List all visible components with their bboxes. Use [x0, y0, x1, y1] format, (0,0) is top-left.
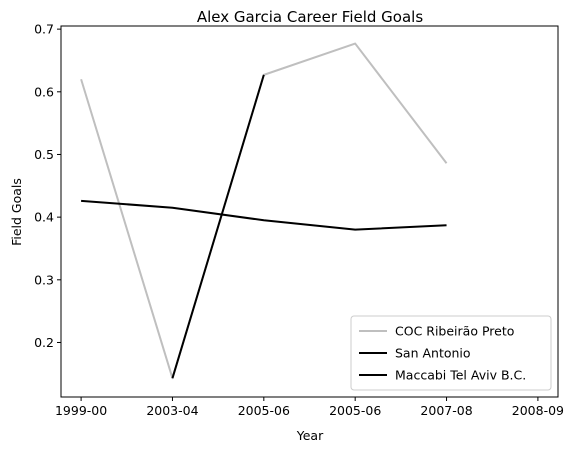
y-axis: 0.2 0.3 0.4 0.5 0.6 0.7 [34, 22, 61, 350]
x-tick-label: 2005-06 [329, 403, 381, 418]
x-axis-label: Year [296, 428, 324, 443]
x-tick-label: 2008-09 [512, 403, 564, 418]
y-tick-label: 0.6 [34, 84, 54, 99]
y-tick-label: 0.4 [34, 210, 54, 225]
y-axis-label: Field Goals [9, 178, 24, 246]
chart-title: Alex Garcia Career Field Goals [197, 8, 424, 26]
y-tick-label: 0.7 [34, 22, 54, 37]
legend-label: COC Ribeirão Preto [395, 324, 514, 339]
series-line-2 [171, 74, 265, 379]
series-layer [80, 42, 448, 380]
legend-box [350, 315, 552, 391]
legend: COC Ribeirão Preto San Antonio Maccabi Tel… [350, 315, 552, 391]
y-tick-label: 0.3 [34, 272, 54, 287]
x-axis: 1999-00 2003-04 2005-06 2005-06 2007-08 2008-… [55, 397, 564, 418]
legend-label: Maccabi Tel Aviv B.C. [395, 368, 526, 383]
y-tick-label: 0.5 [34, 147, 54, 162]
x-tick-label: 2005-06 [238, 403, 290, 418]
legend-label: San Antonio [395, 346, 471, 361]
plot-frame [60, 25, 559, 398]
x-tick-label: 2007-08 [420, 403, 472, 418]
series-line-3 [81, 199, 447, 231]
y-tick-label: 0.2 [34, 335, 54, 350]
x-tick-label: 2003-04 [146, 403, 198, 418]
x-tick-label: 1999-00 [55, 403, 107, 418]
